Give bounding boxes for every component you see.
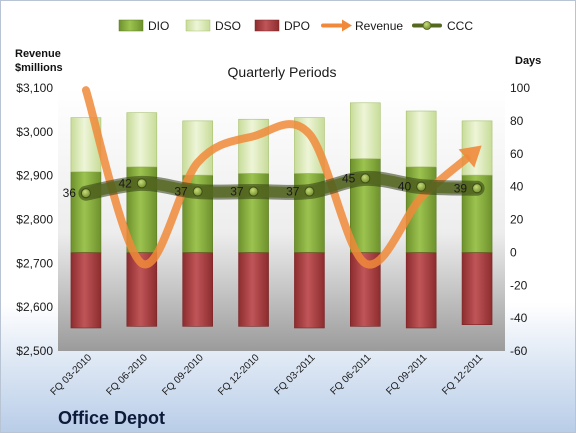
ccc-point xyxy=(360,173,371,184)
revenue-series xyxy=(81,86,482,269)
x-category-label: FQ 12-2010 xyxy=(216,352,262,398)
x-category-label: FQ 06-2010 xyxy=(104,352,150,398)
legend-swatch-dpo xyxy=(254,19,280,32)
y-left-tick-label: $2,600 xyxy=(16,300,53,314)
x-category-label: FQ 03-2010 xyxy=(49,352,95,398)
legend-swatch-revenue xyxy=(321,19,352,32)
y-left-tick-label: $2,900 xyxy=(16,169,53,183)
ccc-point xyxy=(472,183,483,194)
legend-label-revenue: Revenue xyxy=(355,19,403,33)
y-right-axis: -60 -40 -20 0 20 40 60 80 100 xyxy=(510,81,530,358)
bar-dpo xyxy=(70,252,102,329)
revenue-arrowhead xyxy=(458,145,482,168)
ccc-data-label: 45 xyxy=(342,171,356,185)
y-right-tick-label: 40 xyxy=(510,180,524,194)
y-right-tick-label: 20 xyxy=(510,213,524,227)
bar-dpo xyxy=(182,252,213,327)
y-left-tick-label: $2,800 xyxy=(16,213,53,227)
y-left-label-line2: $millions xyxy=(15,62,63,74)
bar-dso xyxy=(238,118,269,174)
y-left-tick-label: $2,500 xyxy=(16,344,53,358)
x-category-label: FQ 06-2011 xyxy=(328,352,373,397)
legend-swatch-dso xyxy=(185,19,211,32)
y-left-axis: $2,500 $2,600 $2,700 $2,800 $2,900 $3,000 $3,1… xyxy=(16,81,53,358)
chart-title: Quarterly Periods xyxy=(228,64,337,80)
y-left-tick-label: $3,100 xyxy=(16,81,53,95)
ccc-point xyxy=(248,186,259,197)
y-left-label-line1: Revenue xyxy=(15,48,61,60)
ccc-data-label: 40 xyxy=(398,180,412,194)
ccc-point xyxy=(304,186,315,197)
ccc-point xyxy=(136,178,147,189)
ccc-data-label: 42 xyxy=(118,176,132,190)
ccc-data-label: 37 xyxy=(174,185,188,199)
bar-dso xyxy=(126,112,158,168)
ccc-point xyxy=(80,188,91,199)
ccc-series: 36 42 37 37 37 45 40 39 xyxy=(63,170,485,201)
legend-swatch-dio xyxy=(118,19,144,32)
company-name: Office Depot xyxy=(58,408,165,428)
revenue-line xyxy=(81,86,471,269)
x-category-label: FQ 03-2011 xyxy=(273,352,318,397)
ccc-data-label: 37 xyxy=(230,185,244,199)
y-right-label: Days xyxy=(515,55,541,67)
y-right-tick-label: 100 xyxy=(510,81,530,95)
x-category-label: FQ 12-2011 xyxy=(440,352,485,397)
ccc-data-label: 36 xyxy=(63,186,77,200)
y-right-tick-label: 60 xyxy=(510,147,524,161)
x-axis-categories: FQ 03-2010 FQ 06-2010 FQ 09-2010 FQ 12-2010… xyxy=(49,352,486,398)
y-right-tick-label: 80 xyxy=(510,114,524,128)
y-right-tick-label: -60 xyxy=(510,344,528,358)
ccc-point xyxy=(192,186,203,197)
legend-label-dio: DIO xyxy=(148,19,169,33)
bar-dso xyxy=(350,102,381,159)
x-category-label: FQ 09-2010 xyxy=(160,352,206,398)
y-right-tick-label: -20 xyxy=(510,278,528,292)
legend-swatch-ccc xyxy=(412,21,442,30)
y-left-tick-label: $2,700 xyxy=(16,256,53,270)
bar-dpo xyxy=(294,252,325,329)
y-left-tick-label: $3,000 xyxy=(16,125,53,139)
legend-label-dpo: DPO xyxy=(284,19,310,33)
bar-dpo xyxy=(238,252,269,327)
y-right-tick-label: 0 xyxy=(510,245,517,259)
bar-dpo xyxy=(461,252,493,325)
ccc-data-label: 37 xyxy=(286,185,300,199)
bar-dso xyxy=(405,110,437,168)
legend-label-dso: DSO xyxy=(215,19,241,33)
ccc-point xyxy=(416,181,427,192)
y-right-tick-label: -40 xyxy=(510,311,528,325)
x-category-label: FQ 09-2011 xyxy=(384,352,429,397)
legend: DIO DSO DPO Revenue CCC xyxy=(118,19,473,33)
bar-dpo xyxy=(405,252,437,329)
legend-label-ccc: CCC xyxy=(447,19,473,33)
ccc-data-label: 39 xyxy=(454,181,468,195)
